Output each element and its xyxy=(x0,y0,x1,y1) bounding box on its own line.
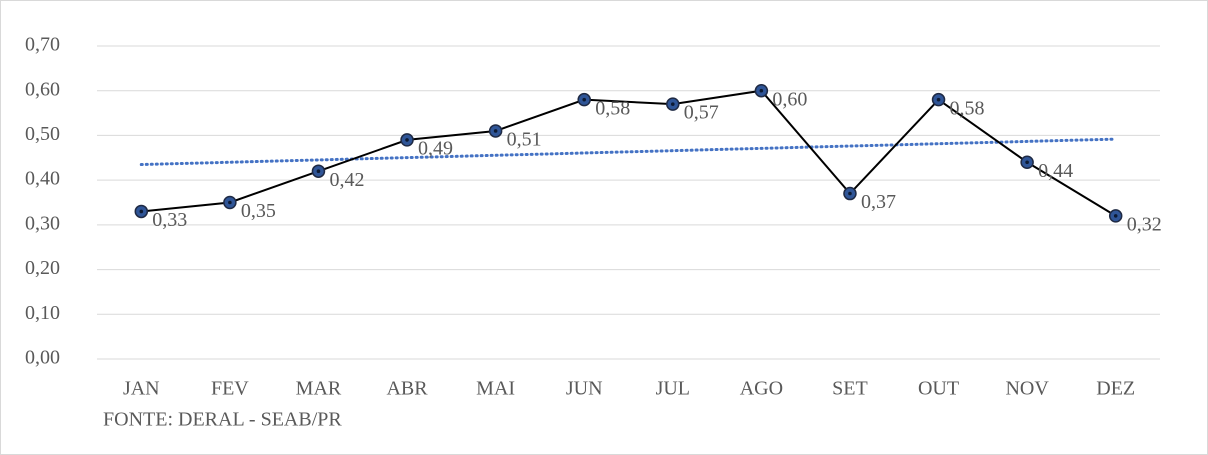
data-label: 0,58 xyxy=(595,97,630,119)
data-point-center xyxy=(582,97,587,102)
y-tick-label: 0,30 xyxy=(25,212,60,234)
data-label: 0,37 xyxy=(861,191,896,213)
data-label: 0,58 xyxy=(950,97,985,119)
data-point-center xyxy=(1113,214,1118,218)
x-tick-label: MAR xyxy=(296,378,342,400)
x-tick-label: NOV xyxy=(1005,378,1049,400)
data-point-center xyxy=(139,209,144,214)
x-tick-label: AGO xyxy=(740,378,783,400)
x-tick-label: JUN xyxy=(566,378,603,400)
x-tick-label: SET xyxy=(832,378,868,400)
data-point-center xyxy=(670,102,675,106)
y-tick-label: 0,70 xyxy=(25,34,60,56)
data-point-center xyxy=(1025,160,1029,165)
data-point-center xyxy=(493,129,498,133)
data-point-center xyxy=(228,200,232,205)
data-point-center xyxy=(759,88,764,93)
y-tick-label: 0,40 xyxy=(25,168,60,190)
y-tick-label: 0,20 xyxy=(25,257,60,279)
data-point-center xyxy=(405,138,409,142)
x-tick-label: JAN xyxy=(123,378,160,400)
data-label: 0,49 xyxy=(418,137,453,159)
line-series xyxy=(141,89,1117,217)
data-label: 0,60 xyxy=(772,88,807,110)
data-label: 0,44 xyxy=(1038,160,1073,182)
data-label: 0,33 xyxy=(152,209,187,231)
y-tick-label: 0,00 xyxy=(25,347,60,369)
data-label: 0,57 xyxy=(684,102,719,124)
x-tick-label: DEZ xyxy=(1096,378,1135,400)
x-tick-label: FEV xyxy=(211,378,249,400)
trendline xyxy=(139,137,1118,167)
data-label: 0,35 xyxy=(241,200,276,222)
x-tick-label: MAI xyxy=(476,378,515,400)
y-tick-label: 0,60 xyxy=(25,78,60,100)
x-tick-label: ABR xyxy=(386,378,428,400)
data-point-center xyxy=(848,191,852,196)
data-label: 0,51 xyxy=(507,129,542,151)
source-note: FONTE: DERAL - SEAB/PR xyxy=(103,409,342,431)
data-label: 0,32 xyxy=(1127,214,1162,236)
data-point-center xyxy=(316,169,321,173)
data-point-center xyxy=(936,97,941,102)
y-tick-label: 0,50 xyxy=(25,123,60,145)
x-tick-label: OUT xyxy=(918,378,959,400)
data-label: 0,42 xyxy=(329,169,364,191)
x-tick-label: JUL xyxy=(656,378,690,400)
y-tick-label: 0,10 xyxy=(25,302,60,324)
